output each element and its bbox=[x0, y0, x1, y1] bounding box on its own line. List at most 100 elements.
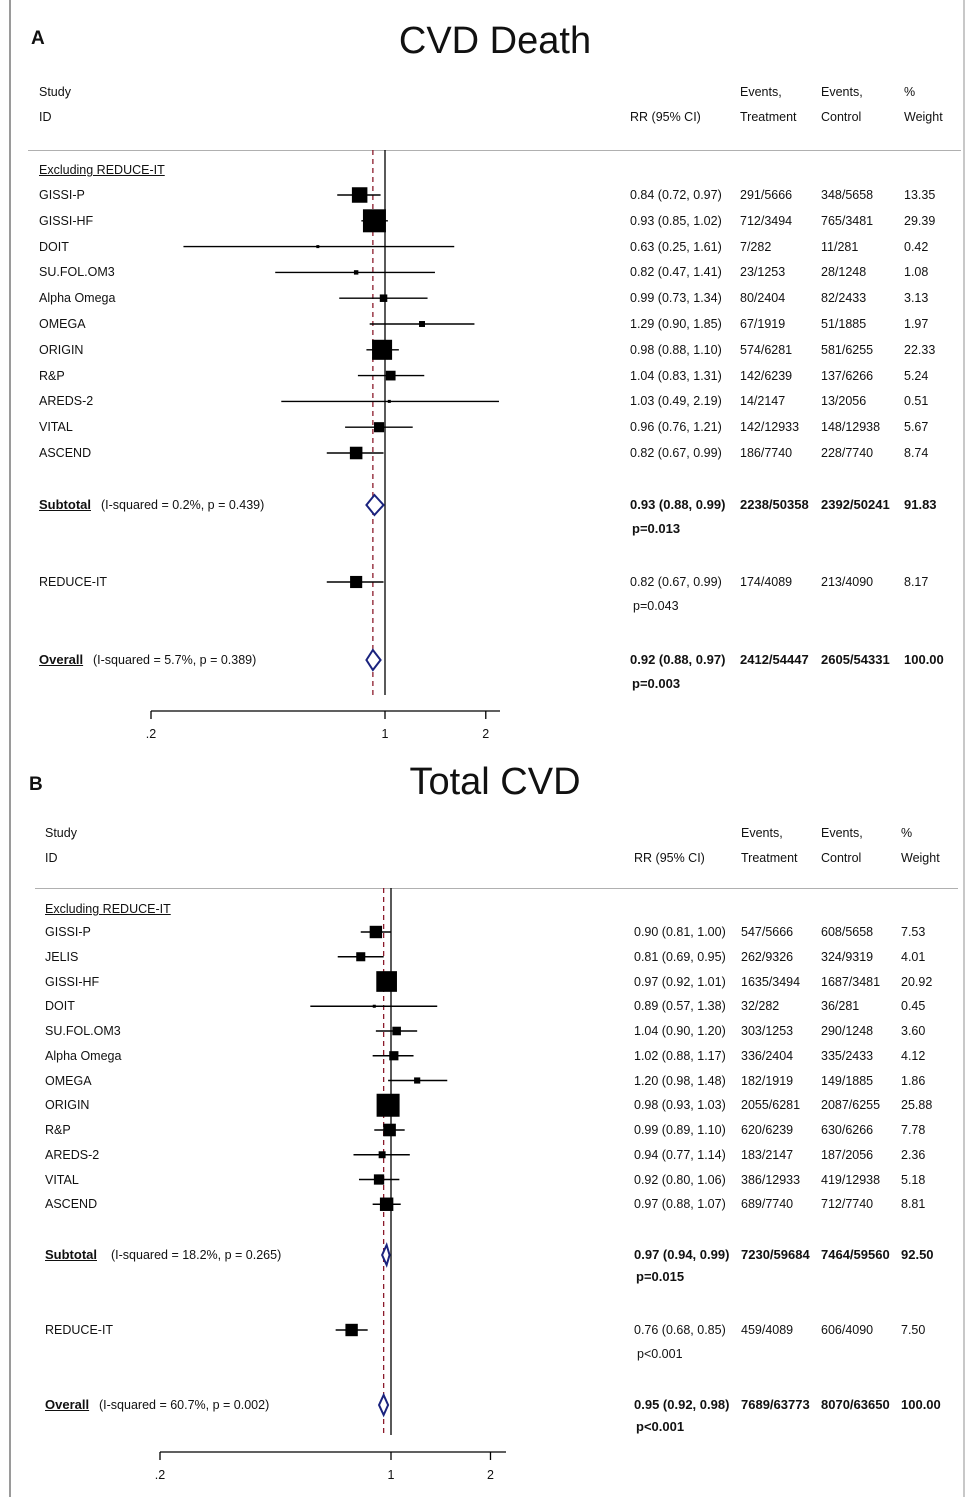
study-events-treatment: 142/6239 bbox=[740, 368, 793, 383]
header-events-treatment-sub: Treatment bbox=[740, 110, 797, 124]
overall-events-treatment: 2412/54447 bbox=[740, 652, 809, 667]
subtotal-events-treatment: 2238/50358 bbox=[740, 497, 809, 512]
point-estimate-square bbox=[372, 1004, 376, 1008]
study-events-control: 82/2433 bbox=[821, 291, 867, 306]
study-events-control: 1687/3481 bbox=[821, 974, 881, 989]
study-events-control: 149/1885 bbox=[821, 1073, 874, 1088]
study-row: OMEGA 1.20 (0.98, 1.48) 182/1919 149/1885 1.… bbox=[0, 1071, 967, 1091]
point-estimate-square bbox=[383, 1123, 396, 1137]
study-events-control: 28/1248 bbox=[821, 265, 867, 280]
overall-events-treatment: 7689/63773 bbox=[741, 1397, 810, 1412]
overall-row: Overall (I-squared = 60.7%, p = 0.002) 0.9… bbox=[0, 1395, 967, 1415]
point-estimate-square bbox=[356, 952, 366, 962]
study-name: REDUCE-IT bbox=[45, 1323, 114, 1337]
point-estimate-square bbox=[389, 1051, 399, 1061]
study-weight: 3.13 bbox=[904, 291, 929, 306]
study-name: VITAL bbox=[45, 1172, 79, 1187]
header-weight-sub: Weight bbox=[904, 110, 943, 124]
point-estimate-square bbox=[316, 245, 320, 249]
study-rr: 1.02 (0.88, 1.17) bbox=[634, 1048, 726, 1063]
study-marker bbox=[310, 1004, 438, 1008]
study-events-treatment: 1635/3494 bbox=[741, 974, 801, 989]
study-events-treatment: 14/2147 bbox=[740, 394, 786, 409]
study-events-control: 148/12938 bbox=[821, 420, 881, 435]
point-estimate-square bbox=[349, 446, 363, 460]
study-row: Alpha Omega 1.02 (0.88, 1.17) 336/2404 335/… bbox=[0, 1046, 967, 1066]
header-separator bbox=[35, 888, 958, 889]
study-weight: 7.53 bbox=[901, 925, 926, 939]
study-events-treatment: 574/6281 bbox=[740, 342, 793, 357]
header-weight-sub: Weight bbox=[901, 851, 940, 865]
study-rr: 0.98 (0.93, 1.03) bbox=[634, 1098, 726, 1113]
subtotal-row: Subtotal (I-squared = 0.2%, p = 0.439) 0.9… bbox=[0, 495, 967, 515]
study-name: ORIGIN bbox=[39, 342, 84, 357]
study-row: SU.FOL.OM3 0.82 (0.47, 1.41) 23/1253 28/124… bbox=[0, 262, 967, 282]
study-row: OMEGA 1.29 (0.90, 1.85) 67/1919 51/1885 1.97 bbox=[0, 314, 967, 334]
subtotal-p-value: p=0.015 bbox=[636, 1269, 685, 1284]
overall-stats: (I-squared = 5.7%, p = 0.389) bbox=[93, 653, 257, 667]
study-row: ASCEND 0.82 (0.67, 0.99) 186/7740 228/7740 8… bbox=[0, 443, 967, 463]
study-name: ASCEND bbox=[45, 1197, 98, 1212]
study-rr: 0.96 (0.76, 1.21) bbox=[630, 420, 722, 435]
study-marker bbox=[326, 446, 384, 460]
group-label: Excluding REDUCE-IT bbox=[45, 902, 171, 916]
subtotal-rr: 0.97 (0.94, 0.99) bbox=[634, 1247, 730, 1262]
overall-weight: 100.00 bbox=[901, 1397, 941, 1412]
study-row: ORIGIN 0.98 (0.88, 1.10) 574/6281 581/6255 2… bbox=[0, 340, 967, 360]
study-events-control: 335/2433 bbox=[821, 1048, 874, 1063]
study-events-treatment: 386/12933 bbox=[741, 1172, 801, 1187]
subtotal-stats: (I-squared = 0.2%, p = 0.439) bbox=[101, 498, 265, 512]
study-row: VITAL 0.96 (0.76, 1.21) 142/12933 148/12938… bbox=[0, 417, 967, 437]
study-events-treatment: 689/7740 bbox=[741, 1197, 794, 1212]
overall-stats: (I-squared = 60.7%, p = 0.002) bbox=[99, 1398, 270, 1412]
study-name: R&P bbox=[45, 1123, 71, 1137]
study-row: AREDS-2 1.03 (0.49, 2.19) 14/2147 13/2056 0.… bbox=[0, 391, 967, 411]
subtotal-rr: 0.93 (0.88, 0.99) bbox=[630, 497, 726, 512]
subtotal-stats: (I-squared = 18.2%, p = 0.265) bbox=[111, 1248, 282, 1262]
study-weight: 1.86 bbox=[901, 1073, 926, 1088]
study-events-control: 2087/6255 bbox=[821, 1098, 881, 1113]
overall-events-control: 8070/63650 bbox=[821, 1397, 890, 1412]
subtotal-weight: 91.83 bbox=[904, 497, 937, 512]
forest-plot: .2 1 2 bbox=[155, 888, 506, 1482]
overall-label: Overall bbox=[45, 1397, 90, 1412]
study-name: DOIT bbox=[39, 239, 69, 254]
study-row: ASCEND 0.97 (0.88, 1.07) 689/7740 712/7740 8… bbox=[0, 1194, 967, 1214]
study-weight: 0.51 bbox=[904, 394, 929, 409]
reduce-it-p-row: p<0.001 bbox=[0, 1344, 967, 1364]
study-name: VITAL bbox=[39, 420, 73, 435]
study-name: ASCEND bbox=[39, 446, 92, 460]
study-events-treatment: 336/2404 bbox=[741, 1048, 794, 1063]
group-label-row: Excluding REDUCE-IT bbox=[0, 899, 967, 919]
study-rr: 0.94 (0.77, 1.14) bbox=[634, 1147, 726, 1162]
frame-left-border bbox=[9, 0, 11, 1497]
study-marker bbox=[339, 294, 428, 302]
header-separator bbox=[28, 150, 961, 151]
reduce-it-marker bbox=[335, 1323, 368, 1337]
study-row: AREDS-2 0.94 (0.77, 1.14) 183/2147 187/2056… bbox=[0, 1145, 967, 1165]
study-events-control: 606/4090 bbox=[821, 1323, 874, 1337]
point-estimate-square bbox=[362, 209, 386, 233]
study-weight: 29.39 bbox=[904, 213, 936, 228]
study-rr: 0.76 (0.68, 0.85) bbox=[634, 1323, 726, 1337]
point-estimate-square bbox=[374, 422, 385, 433]
study-marker bbox=[388, 1077, 448, 1084]
study-events-control: 581/6255 bbox=[821, 342, 874, 357]
reduce-it-row: REDUCE-IT 0.82 (0.67, 0.99) 174/4089 213/40… bbox=[0, 572, 967, 592]
study-events-control: 228/7740 bbox=[821, 446, 874, 460]
study-marker bbox=[358, 1174, 400, 1185]
study-marker bbox=[369, 321, 475, 327]
study-row: DOIT 0.89 (0.57, 1.38) 32/282 36/281 0.45 bbox=[0, 996, 967, 1016]
study-name: JELIS bbox=[45, 949, 79, 964]
study-events-treatment: 262/9326 bbox=[741, 949, 794, 964]
point-estimate-square bbox=[376, 971, 397, 992]
study-rr: 0.63 (0.25, 1.61) bbox=[630, 239, 722, 254]
overall-rr: 0.95 (0.92, 0.98) bbox=[634, 1397, 730, 1412]
study-rr: 0.97 (0.88, 1.07) bbox=[634, 1197, 726, 1212]
overall-label: Overall bbox=[39, 652, 84, 667]
x-tick-label: 1 bbox=[388, 1468, 395, 1482]
study-name: SU.FOL.OM3 bbox=[39, 265, 115, 280]
point-estimate-square bbox=[379, 294, 388, 302]
study-events-control: 187/2056 bbox=[821, 1147, 874, 1162]
study-rr: 0.97 (0.92, 1.01) bbox=[634, 974, 726, 989]
